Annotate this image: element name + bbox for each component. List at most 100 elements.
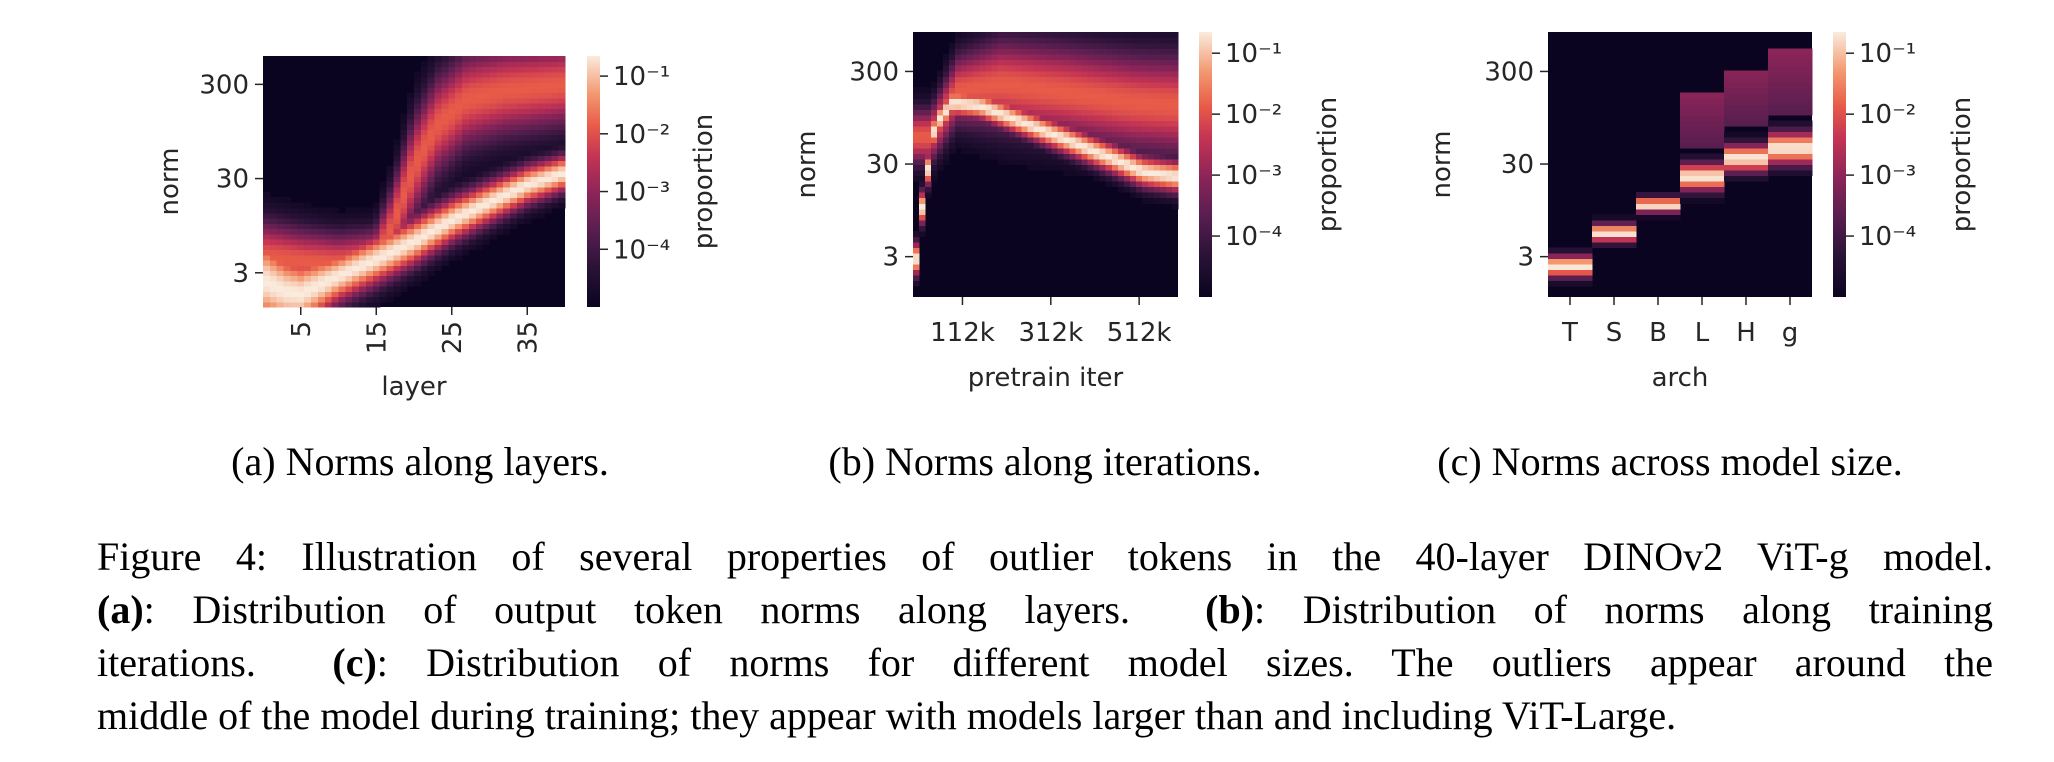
heatmap-cell bbox=[482, 139, 491, 146]
heatmap-cell bbox=[551, 129, 559, 136]
heatmap-cell bbox=[372, 291, 381, 298]
heatmap-cell bbox=[1141, 197, 1149, 204]
heatmap-cell bbox=[400, 275, 408, 282]
heatmap-cell bbox=[489, 186, 497, 193]
heatmap-cell bbox=[949, 48, 956, 55]
heatmap-cell bbox=[345, 296, 353, 303]
heatmap-cell bbox=[434, 239, 443, 245]
heatmap-cell bbox=[985, 153, 992, 160]
heatmap-cell bbox=[441, 259, 449, 266]
heatmap-cell bbox=[544, 181, 552, 188]
heatmap-cell bbox=[1117, 125, 1125, 132]
heatmap-cell bbox=[1021, 147, 1029, 155]
heatmap-cell bbox=[283, 286, 292, 292]
heatmap-cell bbox=[1636, 197, 1681, 204]
heatmap-cell bbox=[1033, 59, 1041, 66]
heatmap-cell bbox=[1069, 76, 1077, 83]
heatmap-cell bbox=[468, 165, 477, 172]
heatmap-cell bbox=[523, 76, 532, 83]
heatmap-cell bbox=[441, 97, 449, 104]
heatmap-cell bbox=[925, 87, 932, 94]
heatmap-cell bbox=[283, 296, 292, 303]
heatmap-cell bbox=[372, 207, 381, 214]
heatmap-cell bbox=[427, 155, 436, 162]
heatmap-cell bbox=[462, 144, 470, 151]
y-tick-label: 30 bbox=[216, 165, 249, 195]
heatmap-cell bbox=[1117, 103, 1125, 110]
heatmap-cell bbox=[407, 212, 415, 219]
heatmap-cell bbox=[393, 144, 401, 151]
heatmap-cell bbox=[1171, 98, 1179, 105]
heatmap-cell bbox=[979, 59, 986, 66]
heatmap-cell bbox=[931, 92, 938, 99]
heatmap-cell bbox=[420, 150, 429, 156]
heatmap-cell bbox=[1171, 147, 1179, 155]
heatmap-cell bbox=[1093, 92, 1101, 99]
heatmap-cell bbox=[359, 228, 367, 235]
heatmap-cell bbox=[1045, 164, 1053, 171]
heatmap-cell bbox=[503, 139, 511, 146]
heatmap-cell bbox=[386, 254, 395, 261]
heatmap-cell bbox=[913, 269, 920, 276]
heatmap-cell bbox=[1087, 147, 1095, 155]
heatmap-cell bbox=[393, 286, 401, 292]
heatmap-cell bbox=[475, 129, 484, 136]
heatmap-cell bbox=[393, 212, 401, 219]
heatmap-cell bbox=[1153, 153, 1161, 160]
heatmap-cell bbox=[1165, 120, 1173, 127]
heatmap-cell bbox=[1129, 103, 1137, 110]
heatmap-cell bbox=[1153, 43, 1161, 50]
heatmap-cell bbox=[1087, 70, 1095, 77]
heatmap-cell bbox=[1171, 76, 1179, 83]
heatmap-cell bbox=[1069, 48, 1077, 55]
heatmap-cell bbox=[1171, 153, 1179, 160]
heatmap-cell bbox=[379, 186, 388, 193]
heatmap-cell bbox=[1724, 153, 1769, 160]
heatmap-cell bbox=[496, 171, 504, 177]
heatmap-cell bbox=[482, 223, 491, 230]
heatmap-cell bbox=[414, 275, 422, 282]
heatmap-cell bbox=[1093, 114, 1101, 121]
heatmap-cell bbox=[317, 265, 326, 271]
heatmap-cell bbox=[434, 265, 443, 271]
heatmap-cell bbox=[943, 120, 950, 127]
heatmap-cell bbox=[1051, 158, 1059, 166]
heatmap-cell bbox=[324, 212, 333, 219]
heatmap-cell bbox=[961, 125, 968, 132]
heatmap-cell bbox=[496, 207, 504, 214]
heatmap-cell bbox=[1099, 153, 1107, 160]
heatmap-cell bbox=[489, 71, 497, 78]
heatmap-cell bbox=[448, 233, 456, 240]
heatmap-cell bbox=[489, 61, 497, 68]
heatmap-cell bbox=[1159, 120, 1167, 127]
y-tick-label: 3 bbox=[882, 243, 899, 273]
heatmap-cell bbox=[1141, 136, 1149, 144]
heatmap-cell bbox=[414, 82, 422, 88]
heatmap-cell bbox=[1135, 81, 1143, 88]
heatmap-cell bbox=[317, 233, 326, 240]
heatmap-cell bbox=[516, 181, 525, 188]
heatmap-cell bbox=[1027, 103, 1035, 110]
heatmap-cell bbox=[475, 66, 484, 73]
heatmap-cell bbox=[1123, 181, 1131, 188]
heatmap-cell bbox=[503, 61, 511, 68]
heatmap-cell bbox=[949, 109, 956, 116]
heatmap-cell bbox=[482, 150, 491, 156]
heatmap-cell bbox=[551, 202, 559, 209]
x-tick-label: 15 bbox=[362, 321, 392, 354]
heatmap-cell bbox=[359, 233, 367, 240]
heatmap-cell bbox=[1003, 103, 1010, 110]
heatmap-cell bbox=[1768, 147, 1813, 155]
heatmap-cell bbox=[1165, 192, 1173, 199]
heatmap-cell bbox=[537, 176, 546, 183]
heatmap-cell bbox=[913, 131, 920, 138]
heatmap-cell bbox=[1099, 142, 1107, 149]
heatmap-cell bbox=[496, 123, 504, 130]
heatmap-cell bbox=[400, 270, 408, 277]
heatmap-cell bbox=[475, 97, 484, 104]
heatmap-cell bbox=[1057, 37, 1065, 44]
heatmap-cell bbox=[427, 207, 436, 214]
heatmap-cell bbox=[1680, 170, 1725, 177]
heatmap-cell bbox=[1165, 70, 1173, 77]
heatmap-cell bbox=[1051, 37, 1059, 44]
